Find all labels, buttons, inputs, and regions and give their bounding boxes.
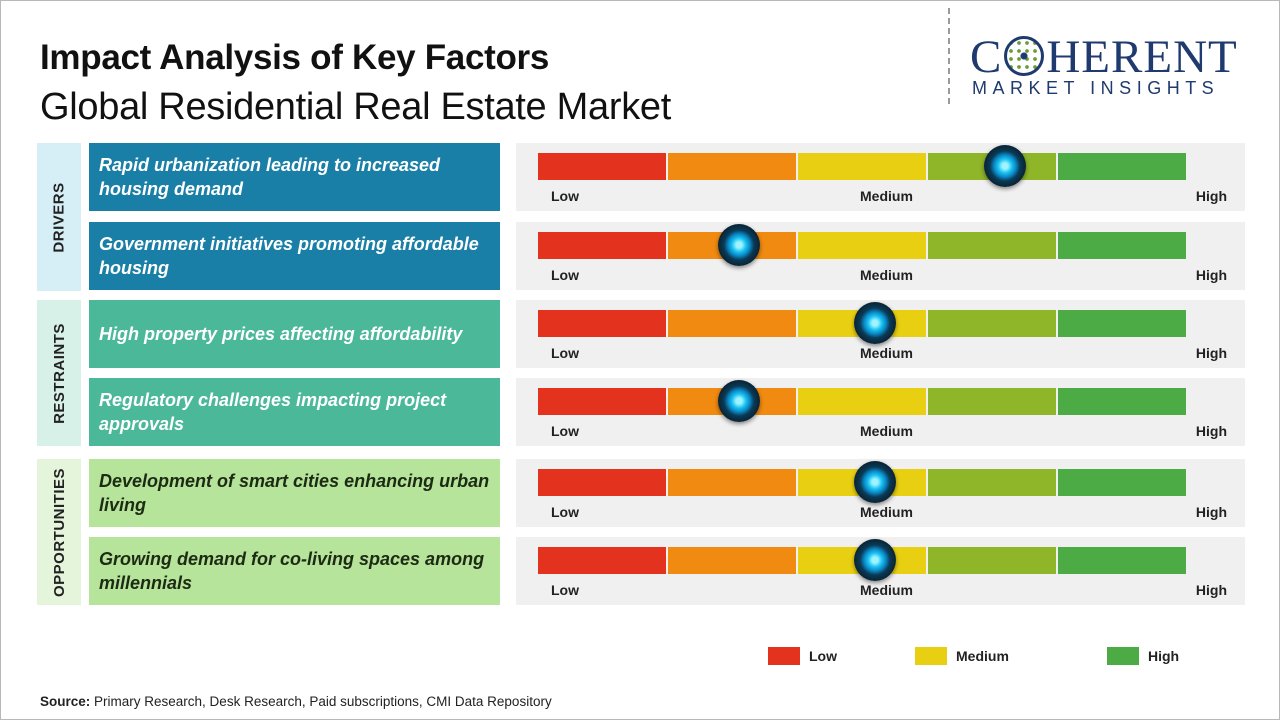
scale-label-medium: Medium [860,582,913,598]
factor-text: Rapid urbanization leading to increased … [99,155,441,199]
scale-label-high: High [1195,504,1227,520]
scale-label-high: High [1195,188,1227,204]
category-opportunities-label: OPPORTUNITIES [50,467,68,597]
legend-label-high: High [1148,648,1180,664]
scale-segment-high [1058,388,1186,415]
factor-card: Regulatory challenges impacting project … [89,378,500,446]
legend-item-medium: Medium [915,647,1009,665]
factor-card: Development of smart cities enhancing ur… [89,459,500,527]
scale-segment-low-medium [668,310,796,337]
category-restraints: RESTRAINTS [37,300,81,446]
category-restraints-label: RESTRAINTS [50,322,68,424]
scale-segment-low-medium [668,153,796,180]
factor-text: Regulatory challenges impacting project … [99,390,447,434]
scale-segment-high [1058,153,1186,180]
source-label: Source: [40,694,91,709]
scale-segment-low [538,547,666,574]
source-text: Primary Research, Desk Research, Paid su… [94,694,552,709]
scale-segment-medium [798,388,926,415]
legend-item-low: Low [768,647,837,665]
impact-indicator-knob [717,380,760,422]
category-drivers-label: DRIVERS [50,181,68,253]
scale-segment-low [538,388,666,415]
scale-segment-low [538,153,666,180]
factor-text: Development of smart cities enhancing ur… [99,471,490,515]
scale-segment-low [538,310,666,337]
scale-label-high: High [1195,423,1227,439]
scale-label-low: Low [551,345,579,361]
company-logo: C HERENT [970,30,1238,84]
scale-segment-low [538,469,666,496]
category-opportunities: OPPORTUNITIES [37,459,81,605]
scale-segment-low [538,232,666,259]
factor-card: Rapid urbanization leading to increased … [89,143,500,211]
legend-swatch-high [1107,647,1139,665]
scale-label-medium: Medium [860,423,913,439]
impact-indicator-knob [853,461,896,503]
legend-swatch-low [768,647,800,665]
impact-meter: Low Medium High [516,143,1245,211]
scale-segment-high [1058,469,1186,496]
scale-segment-medium-high [928,310,1056,337]
factor-text: Government initiatives promoting afforda… [99,234,479,278]
impact-scale-bar [538,310,1186,337]
scale-label-low: Low [551,504,579,520]
scale-label-high: High [1195,345,1227,361]
category-drivers: DRIVERS [37,143,81,291]
logo-divider [948,8,950,104]
page-title: Impact Analysis of Key Factors [40,38,550,77]
scale-segment-low-medium [668,469,796,496]
legend-label-medium: Medium [956,648,1009,664]
scale-segment-medium [798,153,926,180]
scale-segment-high [1058,232,1186,259]
scale-label-high: High [1195,267,1227,283]
factor-text: High property prices affecting affordabi… [99,324,463,344]
legend-label-low: Low [809,648,837,664]
globe-icon [1004,36,1045,76]
scale-label-medium: Medium [860,345,913,361]
impact-indicator-knob [717,224,760,266]
page-subtitle: Global Residential Real Estate Market [40,86,671,128]
scale-label-high: High [1195,582,1227,598]
impact-scale-bar [538,469,1186,496]
scale-segment-medium [798,232,926,259]
impact-meter: Low Medium High [516,300,1245,368]
factor-card: High property prices affecting affordabi… [89,300,500,368]
scale-segment-high [1058,310,1186,337]
legend-item-high: High [1107,647,1179,665]
impact-indicator-knob [853,302,896,344]
impact-scale-bar [538,153,1186,180]
scale-label-low: Low [551,423,579,439]
scale-label-medium: Medium [860,267,913,283]
impact-indicator-knob [983,145,1026,187]
scale-label-low: Low [551,582,579,598]
factor-card: Government initiatives promoting afforda… [89,222,500,290]
impact-meter: Low Medium High [516,378,1245,446]
impact-indicator-knob [853,539,896,581]
scale-label-low: Low [551,267,579,283]
factor-card: Growing demand for co-living spaces amon… [89,537,500,605]
factor-text: Growing demand for co-living spaces amon… [99,549,485,593]
scale-label-low: Low [551,188,579,204]
scale-segment-low-medium [668,547,796,574]
impact-scale-bar [538,388,1186,415]
logo-name-left: C [970,31,1003,83]
impact-meter: Low Medium High [516,222,1245,290]
scale-label-medium: Medium [860,188,913,204]
scale-segment-high [1058,547,1186,574]
impact-scale-bar [538,232,1186,259]
impact-meter: Low Medium High [516,537,1245,605]
scale-segment-medium-high [928,232,1056,259]
source-note: Source: Primary Research, Desk Research,… [40,694,552,709]
logo-tagline: MARKET INSIGHTS [972,78,1220,98]
impact-meter: Low Medium High [516,459,1245,527]
logo-name-right: HERENT [1046,31,1238,83]
scale-segment-medium-high [928,547,1056,574]
scale-segment-medium-high [928,388,1056,415]
scale-segment-medium-high [928,469,1056,496]
legend-swatch-medium [915,647,947,665]
scale-label-medium: Medium [860,504,913,520]
